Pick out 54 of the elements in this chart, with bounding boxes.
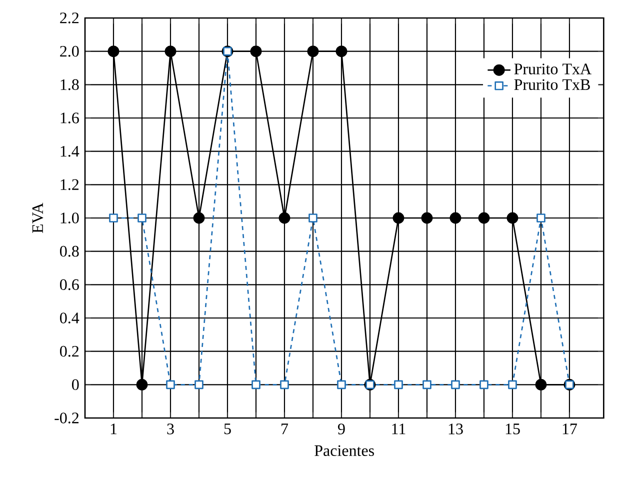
x-tick-label: 1: [110, 424, 117, 434]
y-tick-label: 1.4: [60, 146, 80, 157]
x-tick-label: 15: [506, 424, 520, 434]
point: [193, 212, 205, 224]
point: [166, 380, 175, 390]
y-tick-label: 2.2: [60, 12, 79, 24]
point: [307, 46, 319, 58]
x-tick-label: 13: [448, 424, 463, 434]
x-tick-label: 9: [338, 424, 345, 434]
point: [278, 212, 290, 224]
x-tick-label: 17: [562, 424, 577, 434]
y-tick-label: 1.8: [60, 79, 79, 90]
point: [280, 380, 289, 390]
y-tick-label: 1.2: [60, 179, 79, 190]
point: [336, 46, 348, 58]
y-axis-title: EVA: [32, 202, 44, 233]
x-tick-label: 3: [167, 424, 174, 434]
y-tick-label: 0: [72, 379, 79, 390]
point: [308, 214, 318, 222]
legend-label: Prurito TxB: [514, 79, 590, 90]
y-tick-label: 2.0: [60, 46, 79, 57]
y-tick-label: 0.6: [60, 279, 79, 290]
y-tick-label: -0.2: [54, 412, 79, 424]
x-axis-title: Pacientes: [314, 445, 374, 456]
point: [508, 380, 517, 390]
y-tick-label: 0.2: [60, 346, 79, 357]
point: [536, 214, 546, 222]
point: [250, 46, 262, 58]
point: [506, 212, 518, 224]
point: [422, 380, 432, 390]
point: [480, 380, 488, 390]
point: [164, 46, 176, 58]
x-tick-label: 11: [392, 424, 406, 434]
y-tick-label: 1.0: [60, 212, 79, 224]
point: [478, 212, 490, 224]
x-tick-label: 5: [224, 424, 231, 434]
point: [450, 212, 462, 224]
point: [194, 380, 204, 390]
legend-label: Prurito TxA: [514, 64, 592, 74]
point: [138, 214, 146, 222]
x-tick-label: 7: [282, 424, 288, 434]
point: [337, 380, 346, 390]
point: [136, 378, 148, 390]
point: [451, 380, 460, 390]
point: [108, 46, 120, 58]
y-tick-label: 0.4: [60, 312, 80, 324]
point: [421, 212, 433, 224]
point: [252, 380, 260, 390]
point: [109, 214, 118, 222]
point: [392, 212, 404, 224]
y-tick-label: 0.8: [60, 246, 79, 257]
point: [394, 380, 403, 390]
point: [535, 378, 547, 390]
y-tick-label: 1.6: [60, 112, 79, 124]
